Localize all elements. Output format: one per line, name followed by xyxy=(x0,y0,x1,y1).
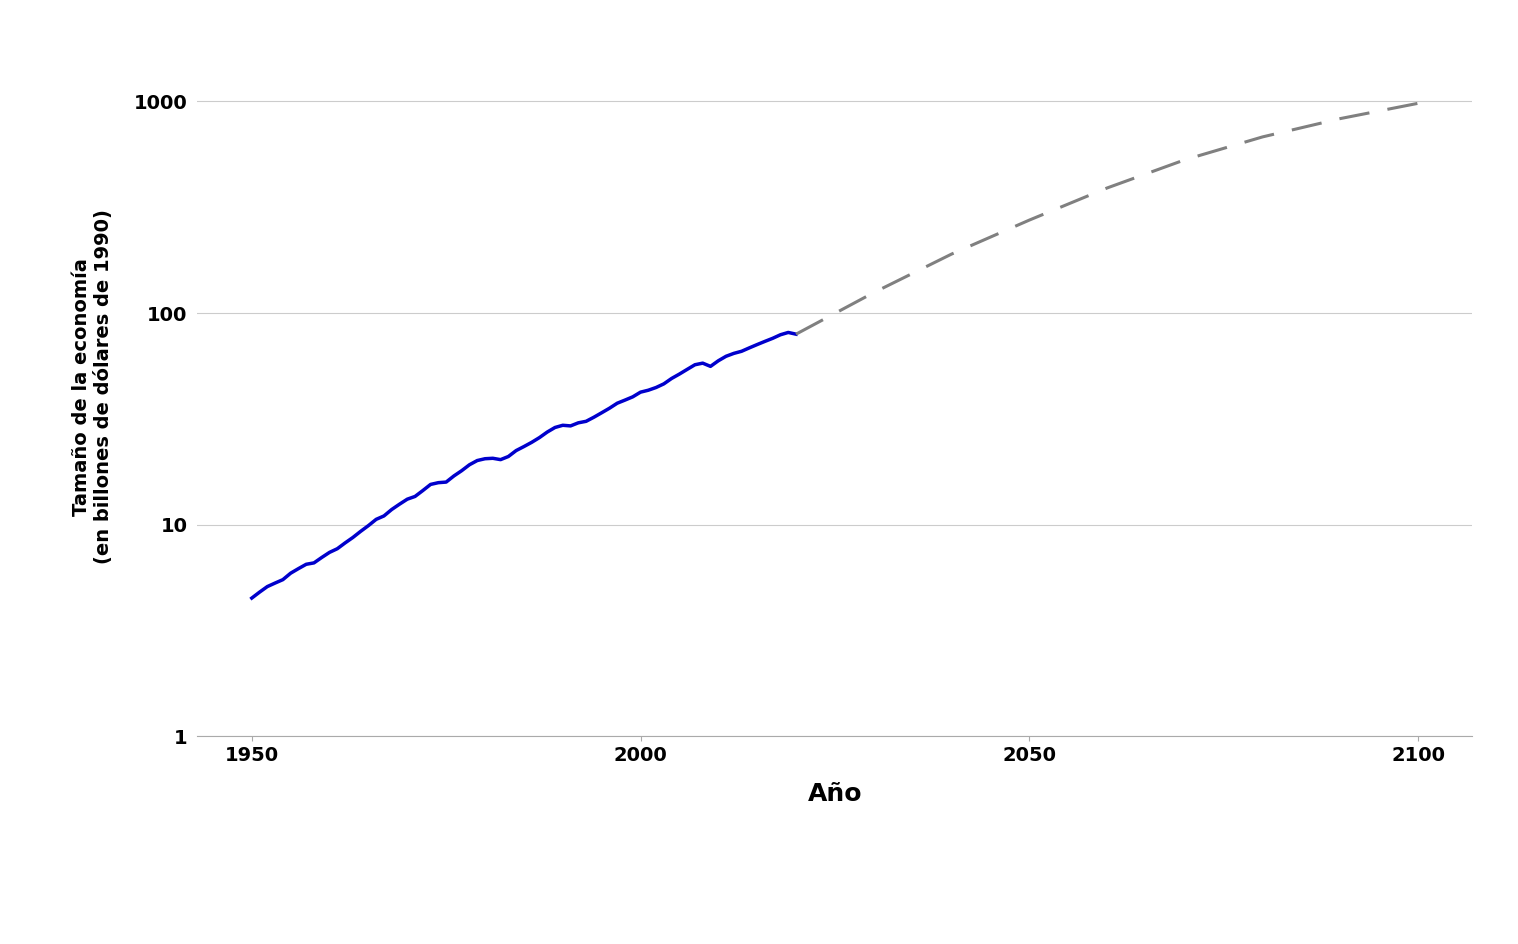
Y-axis label: Tamaño de la economía
(en billones de dólares de 1990): Tamaño de la economía (en billones de dó… xyxy=(71,210,112,565)
X-axis label: Año: Año xyxy=(808,782,862,806)
